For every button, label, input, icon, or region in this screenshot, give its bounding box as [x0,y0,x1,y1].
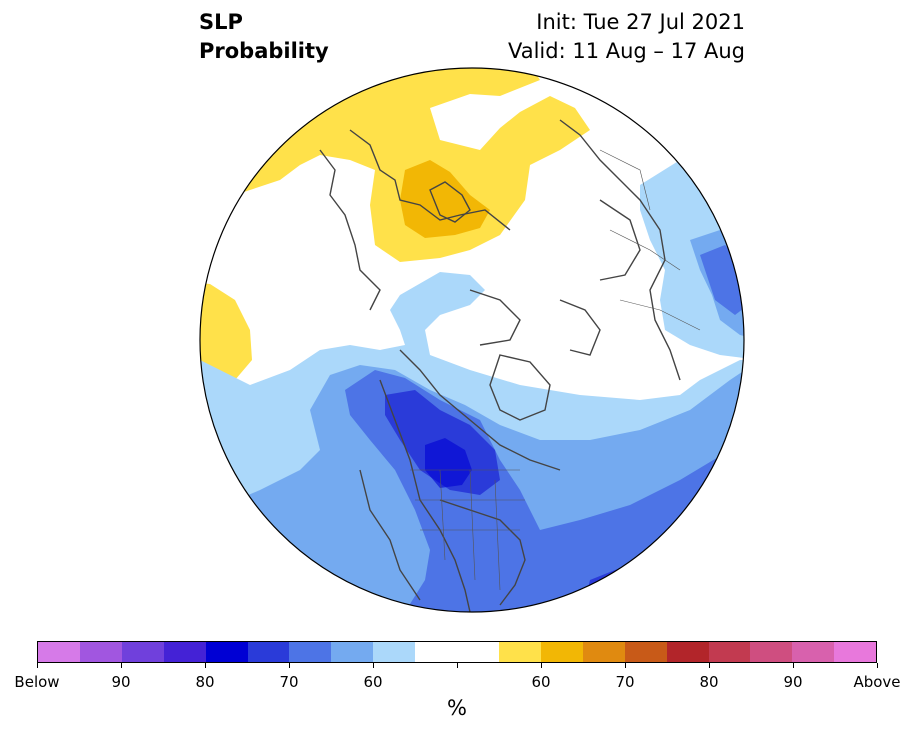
colorbar-tick [540,663,542,668]
map-boundary [199,67,745,613]
colorbar-tick [792,663,794,668]
colorbar-segment [708,642,751,662]
colorbar-tick-label: 60 [363,673,383,691]
colorbar-tick-label: 70 [615,673,635,691]
colorbar-tick-label: Above [853,673,901,691]
colorbar-segment [121,642,164,662]
colorbar-segment [624,642,667,662]
colorbar-segment [834,642,877,662]
init-date: Init: Tue 27 Jul 2021 [536,10,745,34]
colorbar-segment [792,642,835,662]
colorbar-segment [750,642,793,662]
colorbar-segment [289,642,332,662]
colorbar-tick-label: 70 [279,673,299,691]
colorbar-tick-label: 90 [783,673,803,691]
title-right: Init: Tue 27 Jul 2021 Valid: 11 Aug – 17… [508,8,745,66]
colorbar-segment [498,642,541,662]
colorbar-segment [582,642,625,662]
colorbar-segment [163,642,206,662]
colorbar-tick [624,663,626,668]
title-left: SLP Probability [199,8,329,66]
colorbar-tick-label: 80 [195,673,215,691]
colorbar [37,641,877,663]
above-normal-core [400,160,490,238]
colorbar-segment [247,642,290,662]
polar-map [199,67,745,613]
colorbar-tick-label: 80 [699,673,719,691]
colorbar-tick [36,663,38,668]
colorbar-segment [415,642,458,662]
colorbar-segment [331,642,374,662]
colorbar-segment [457,642,499,662]
colorbar-tick-label: Below [14,673,60,691]
colorbar-tick [456,663,458,668]
colorbar-tick [708,663,710,668]
colorbar-tick [120,663,122,668]
colorbar-segment [540,642,583,662]
colorbar-segment [38,642,80,662]
colorbar-segment [205,642,248,662]
colorbar-segment [666,642,709,662]
valid-range: Valid: 11 Aug – 17 Aug [507,39,745,63]
colorbar-tick-label: 90 [111,673,131,691]
map-fill-layer [200,68,744,612]
colorbar-tick [204,663,206,668]
colorbar-tick [372,663,374,668]
below-normal-core [425,438,472,488]
colorbar-unit: % [447,696,467,720]
colorbar-tick [876,663,878,668]
colorbar-segment [373,642,416,662]
coastlines [319,119,681,612]
colorbar-tick-label: 60 [531,673,551,691]
borders [410,149,701,591]
colorbar-tick [288,663,290,668]
title-variable: SLP [199,10,243,34]
colorbar-segment [79,642,122,662]
title-type: Probability [199,39,329,63]
